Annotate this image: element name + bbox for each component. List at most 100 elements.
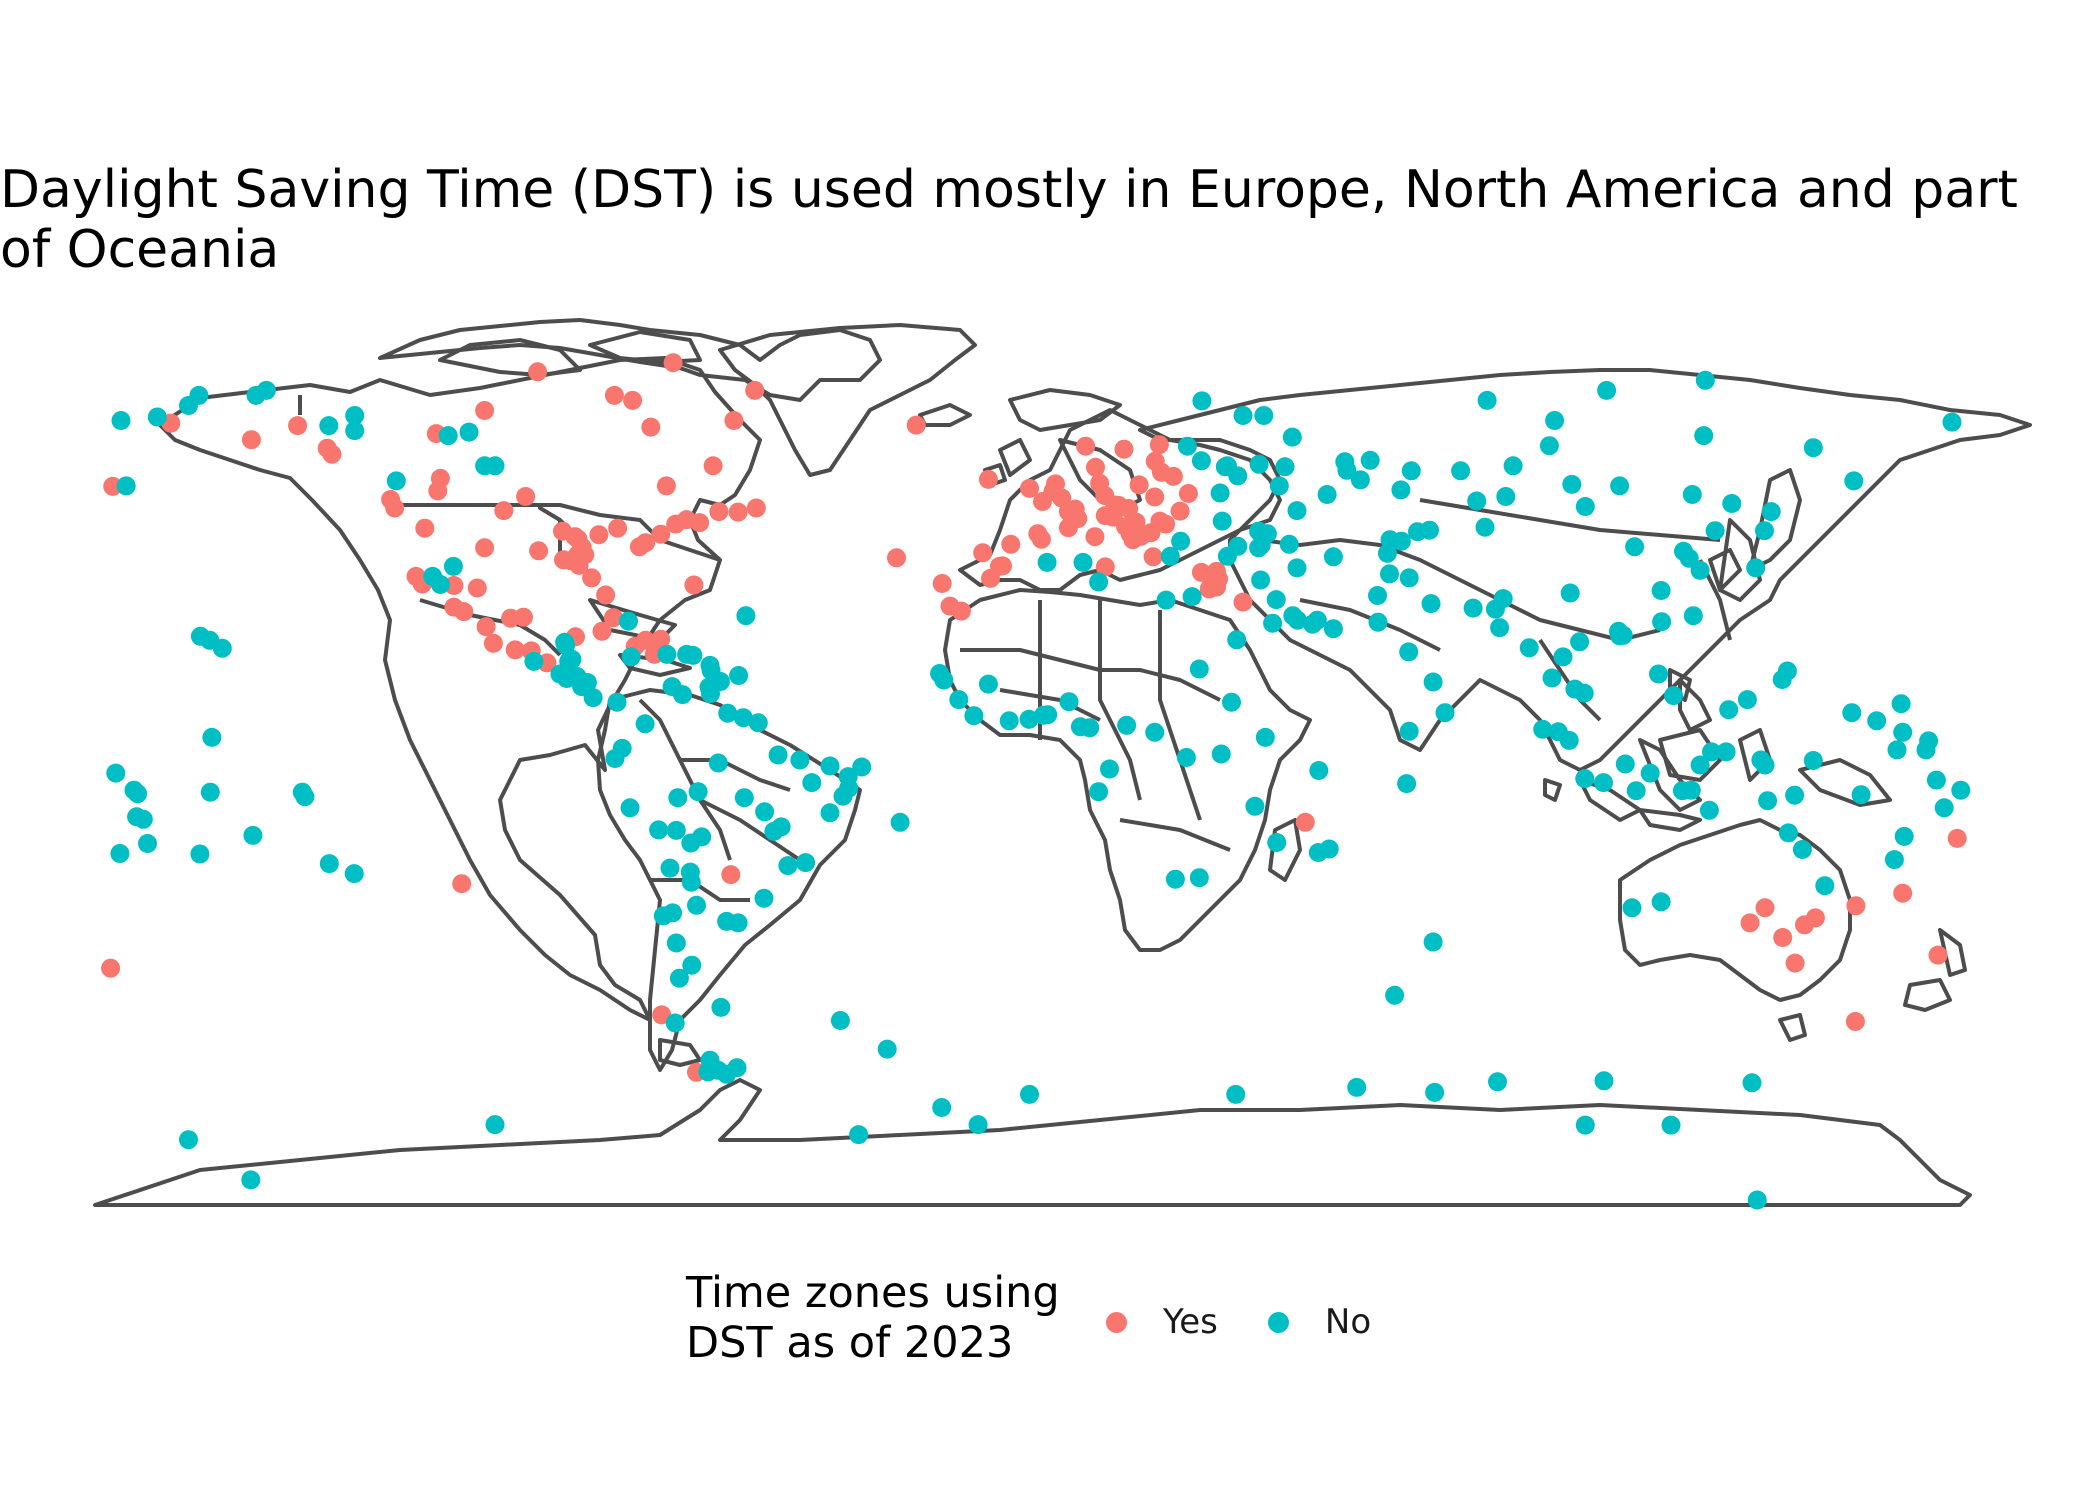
point-no-113 (1080, 718, 1100, 738)
point-no-211 (1226, 1084, 1246, 1104)
point-yes-2 (241, 430, 261, 450)
point-no-127 (1319, 839, 1339, 859)
point-no-11 (202, 727, 222, 747)
point-no-289 (1233, 406, 1253, 425)
point-yes-88 (1129, 475, 1149, 495)
point-no-136 (1399, 642, 1419, 662)
point-no-280 (1575, 497, 1595, 516)
point-yes-112 (1052, 488, 1072, 508)
point-yes-7 (385, 498, 405, 518)
point-no-185 (1884, 850, 1904, 870)
point-no-225 (1037, 552, 1057, 572)
point-no-196 (1681, 780, 1701, 800)
point-no-104 (978, 674, 998, 694)
point-no-63 (660, 858, 680, 878)
point-no-139 (1463, 598, 1483, 618)
point-yes-105 (1150, 511, 1170, 531)
point-no-307 (1228, 536, 1248, 556)
point-yes-41 (684, 575, 704, 595)
point-no-224 (1488, 1072, 1507, 1092)
point-no-210 (727, 1058, 747, 1078)
point-yes-84 (1149, 435, 1169, 455)
point-no-258 (1360, 450, 1380, 470)
point-no-124 (1165, 869, 1185, 889)
point-no-198 (1716, 742, 1736, 762)
point-no-32 (583, 688, 603, 708)
point-no-250 (1287, 501, 1307, 521)
point-no-173 (1683, 606, 1703, 626)
point-no-99 (877, 1039, 897, 1059)
point-yes-44 (703, 456, 723, 476)
point-no-223 (698, 1062, 718, 1082)
point-no-55 (635, 714, 655, 734)
point-no-251 (1275, 457, 1295, 477)
point-yes-143 (1893, 883, 1913, 903)
point-no-272 (111, 411, 131, 430)
point-yes-65 (514, 607, 533, 627)
point-no-191 (1622, 898, 1642, 918)
point-yes-46 (604, 385, 624, 405)
point-no-76 (755, 802, 775, 822)
legend-label-no: No (1324, 1302, 1372, 1342)
point-no-81 (820, 803, 840, 823)
series-yes-points (101, 353, 1967, 1082)
point-no-219 (485, 1115, 505, 1135)
point-no-203 (1926, 770, 1946, 790)
point-no-269 (1803, 438, 1823, 458)
point-yes-50 (623, 390, 643, 410)
point-no-49 (700, 655, 720, 675)
point-no-267 (1761, 502, 1781, 522)
point-no-282 (1467, 491, 1487, 511)
point-no-202 (1916, 740, 1936, 760)
legend-marker-no (1267, 1311, 1289, 1333)
point-no-270 (1844, 471, 1864, 491)
point-no-229 (1263, 613, 1283, 633)
point-yes-83 (1114, 439, 1134, 459)
point-yes-26 (589, 525, 609, 545)
point-no-69 (669, 968, 689, 988)
point-no-40 (619, 611, 638, 631)
point-no-183 (1951, 780, 1971, 800)
point-no-115 (1089, 782, 1109, 802)
point-no-207 (932, 1098, 952, 1117)
point-yes-132 (1199, 579, 1219, 599)
point-no-39 (556, 635, 576, 655)
point-no-190 (1815, 876, 1835, 896)
point-no-248 (1350, 470, 1370, 490)
point-no-180 (1891, 694, 1911, 714)
point-no-10 (190, 844, 210, 864)
point-yes-45 (641, 417, 661, 437)
point-no-151 (1575, 769, 1595, 789)
point-yes-38 (709, 502, 729, 522)
point-yes-108 (1085, 527, 1105, 547)
legend-item-no: No (1267, 1302, 1372, 1342)
point-no-301 (1257, 524, 1277, 544)
point-no-288 (1254, 406, 1274, 425)
point-no-9 (138, 834, 157, 853)
point-yes-134 (1233, 592, 1253, 612)
point-no-262 (1562, 474, 1582, 494)
point-no-299 (1212, 511, 1232, 531)
point-no-167 (1652, 612, 1672, 632)
point-no-287 (1545, 411, 1565, 430)
point-yes-30 (596, 585, 616, 605)
point-yes-11 (475, 538, 495, 558)
point-no-119 (1222, 692, 1241, 712)
point-yes-33 (636, 533, 656, 553)
point-yes-43 (656, 476, 676, 496)
point-no-118 (1189, 659, 1209, 679)
point-no-234 (1307, 610, 1327, 630)
point-no-150 (1533, 719, 1553, 739)
point-no-37 (577, 673, 597, 692)
point-yes-4 (317, 438, 337, 458)
point-no-122 (1176, 748, 1196, 767)
point-no-182 (1887, 740, 1907, 760)
point-yes-102 (1170, 501, 1190, 521)
point-no-53 (748, 713, 768, 733)
point-no-200 (1702, 742, 1721, 762)
point-yes-5 (288, 416, 308, 436)
point-no-95 (736, 606, 756, 626)
point-yes-99 (1123, 530, 1143, 550)
point-yes-113 (1058, 518, 1078, 538)
